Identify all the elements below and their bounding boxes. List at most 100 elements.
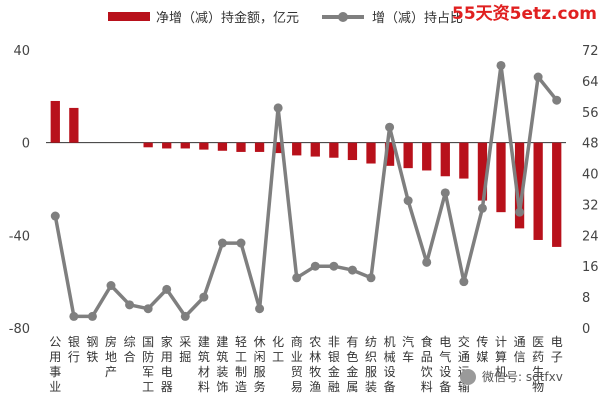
line-point xyxy=(69,311,79,321)
bar xyxy=(347,142,358,161)
category-label: 银行 xyxy=(68,335,80,364)
category-label: 商业贸易 xyxy=(291,334,303,394)
right-axis: 72 64 56 48 40 32 24 16 8 0 xyxy=(582,44,599,337)
category-label: 交通运输 xyxy=(458,334,470,394)
line-point xyxy=(477,203,487,213)
right-tick-label: 64 xyxy=(582,75,599,90)
line-point xyxy=(347,265,357,275)
line-point xyxy=(552,95,562,105)
right-tick-label: 16 xyxy=(582,260,599,275)
line-path xyxy=(53,63,559,319)
bar xyxy=(366,142,376,164)
bar xyxy=(69,107,79,143)
bar xyxy=(514,142,525,229)
category-label: 汽车 xyxy=(402,334,414,364)
right-tick-label: 0 xyxy=(582,322,590,337)
left-axis: 40 0 -40 -80 xyxy=(9,44,30,337)
watermark-text: 55天资5etz.com xyxy=(452,3,597,24)
line-point xyxy=(515,207,525,217)
wechat-tag-text: 微信号: sdtfxv xyxy=(482,370,563,384)
bar xyxy=(329,142,339,158)
wechat-tag: 微信号: sdtfxv xyxy=(460,369,563,385)
category-label: 计算机 xyxy=(495,335,507,379)
category-label: 非银金融 xyxy=(328,335,340,394)
bar xyxy=(384,142,395,166)
line-point xyxy=(236,238,246,248)
line-point xyxy=(255,304,265,314)
category-axis: 公用事业银行钢铁房地产综合国防军工家用电器采掘建筑材料建筑装饰轻工制造休闲服务化… xyxy=(49,334,562,394)
legend: 净增（减）持金额，亿元 增（减）持占比 xyxy=(108,10,463,26)
category-label: 有色金属 xyxy=(346,335,358,394)
line-point xyxy=(533,72,543,82)
category-label: 轻工制造 xyxy=(235,335,247,394)
line-point xyxy=(459,277,469,287)
bar xyxy=(440,142,450,177)
bar xyxy=(199,142,209,150)
category-label: 医药生物 xyxy=(532,335,544,394)
left-tick-label: 0 xyxy=(22,137,30,152)
category-label: 电气设备 xyxy=(439,335,451,394)
bar xyxy=(422,142,432,171)
bar xyxy=(180,142,190,149)
line-point xyxy=(143,304,153,314)
category-label: 房地产 xyxy=(105,334,117,379)
bar xyxy=(403,142,413,169)
category-label: 电子 xyxy=(551,335,563,364)
right-tick-label: 40 xyxy=(582,168,599,183)
right-tick-label: 48 xyxy=(582,137,599,152)
right-tick-label: 56 xyxy=(582,106,599,121)
line-point xyxy=(366,273,376,283)
category-label: 机械设备 xyxy=(384,335,396,394)
line-point xyxy=(385,122,395,132)
left-tick-label: -40 xyxy=(9,229,30,244)
category-label: 建筑材料 xyxy=(198,335,210,394)
category-label: 采掘 xyxy=(179,335,191,364)
category-label: 公用事业 xyxy=(49,335,61,394)
category-label: 建筑装饰 xyxy=(216,335,228,394)
line-point xyxy=(217,238,227,248)
category-label: 钢铁 xyxy=(86,335,98,364)
bar xyxy=(292,142,302,156)
line-point xyxy=(199,292,209,302)
line-point xyxy=(440,188,450,198)
line-point xyxy=(87,311,97,321)
bar xyxy=(477,142,488,201)
category-label: 国防军工 xyxy=(142,335,154,394)
line-point xyxy=(273,103,283,113)
bar xyxy=(217,142,228,151)
line-point xyxy=(106,281,116,291)
bar xyxy=(254,142,265,152)
line-point xyxy=(422,257,432,267)
bar xyxy=(552,142,562,247)
line-point xyxy=(403,196,413,206)
right-tick-label: 72 xyxy=(582,44,599,59)
line-point xyxy=(310,261,320,271)
category-label: 休闲服务 xyxy=(254,335,266,394)
category-label: 农林牧渔 xyxy=(309,335,321,394)
line-point xyxy=(329,261,339,271)
category-label: 纺织服装 xyxy=(365,335,377,394)
line-point xyxy=(292,273,302,283)
legend-line-label: 增（减）持占比 xyxy=(372,11,463,26)
line-point xyxy=(125,300,135,310)
legend-bar-label: 净增（减）持金额，亿元 xyxy=(156,10,299,26)
legend-line-marker xyxy=(338,12,348,22)
left-tick-label: -80 xyxy=(9,322,30,337)
bar xyxy=(143,142,153,148)
category-label: 食品饮料 xyxy=(421,334,433,394)
legend-bar-swatch xyxy=(108,12,150,21)
line-point xyxy=(180,311,190,321)
right-tick-label: 24 xyxy=(582,229,599,244)
bar xyxy=(459,142,469,179)
category-label: 化工 xyxy=(272,335,284,364)
line-point xyxy=(496,60,506,70)
bar xyxy=(50,100,60,143)
bar xyxy=(310,142,320,157)
line-point xyxy=(162,284,172,294)
bar-series xyxy=(50,100,562,247)
bar xyxy=(236,142,246,152)
category-label: 通信 xyxy=(514,335,526,364)
line-point xyxy=(50,211,60,221)
category-label: 综合 xyxy=(124,335,136,364)
